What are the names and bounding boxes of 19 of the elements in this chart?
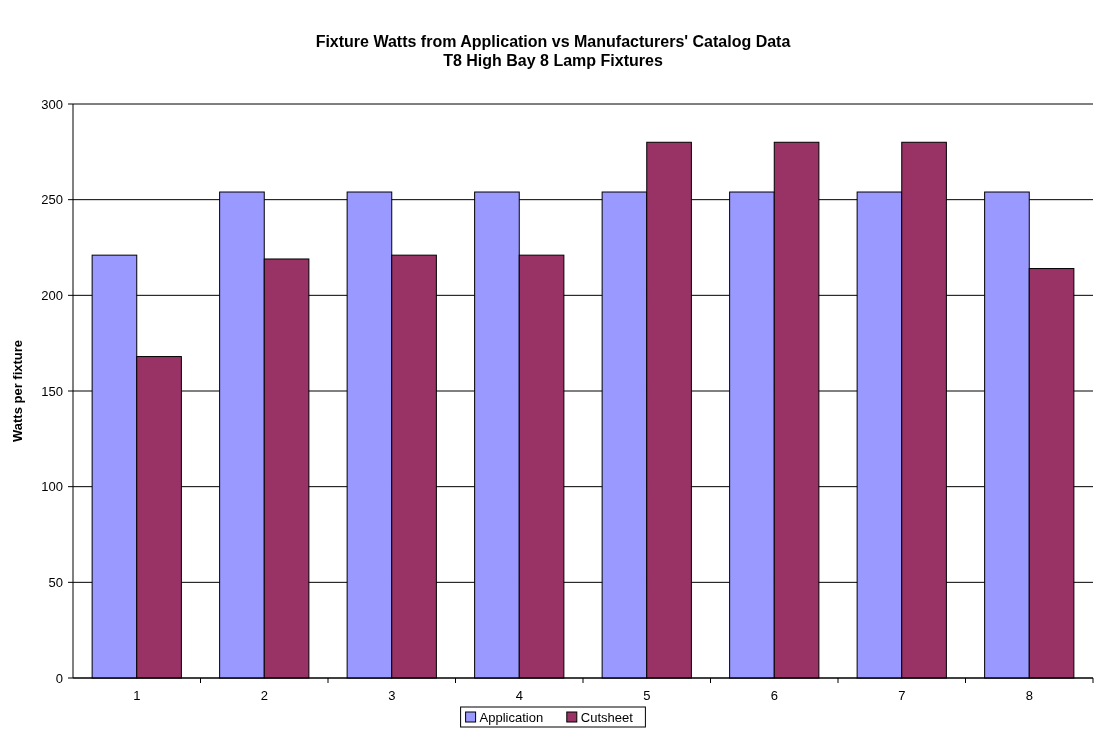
- chart-title: Fixture Watts from Application vs Manufacturers' Catalog Data T8 High Bay 8 Lamp Fixtures: [315, 33, 791, 69]
- x-tick-label: 8: [1025, 688, 1033, 703]
- y-tick-label: 0: [55, 670, 63, 686]
- y-tick-label: 250: [41, 192, 63, 208]
- x-tick-label: 4: [515, 688, 523, 703]
- x-tick-label: 7: [898, 688, 906, 703]
- y-tick-label: 300: [41, 96, 63, 112]
- y-tick-label: 200: [41, 287, 63, 303]
- y-tick-label: 100: [41, 479, 63, 495]
- x-tick-label: 3: [388, 688, 396, 703]
- y-tick-label: 150: [41, 383, 63, 399]
- x-tick-label: 2: [260, 688, 268, 703]
- legend-label: Application: [479, 710, 544, 725]
- x-tick-label: 6: [770, 688, 778, 703]
- legend-label: Cutsheet: [580, 710, 634, 725]
- x-tick-label: 1: [133, 688, 141, 703]
- y-axis-title: Watts per fixture: [10, 339, 25, 443]
- y-tick-label: 50: [48, 574, 63, 590]
- x-tick-label: 5: [643, 688, 651, 703]
